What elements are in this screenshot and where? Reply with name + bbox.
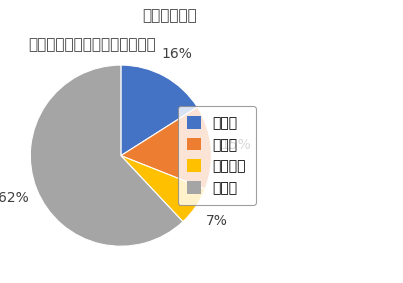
Wedge shape	[121, 156, 205, 222]
Text: 7%: 7%	[206, 214, 228, 228]
Wedge shape	[121, 65, 197, 156]
Wedge shape	[121, 107, 212, 189]
Text: 全国に占める割合（令和３年）: 全国に占める割合（令和３年）	[28, 37, 156, 52]
Text: 切り枝出荷量: 切り枝出荷量	[142, 8, 197, 23]
Text: 16%: 16%	[161, 47, 192, 61]
Wedge shape	[30, 65, 183, 246]
Text: 62%: 62%	[0, 191, 29, 205]
Legend: 静岡県, 茨城県, 和歌山県, その他: 静岡県, 茨城県, 和歌山県, その他	[178, 106, 256, 205]
Text: 15%: 15%	[221, 138, 252, 152]
